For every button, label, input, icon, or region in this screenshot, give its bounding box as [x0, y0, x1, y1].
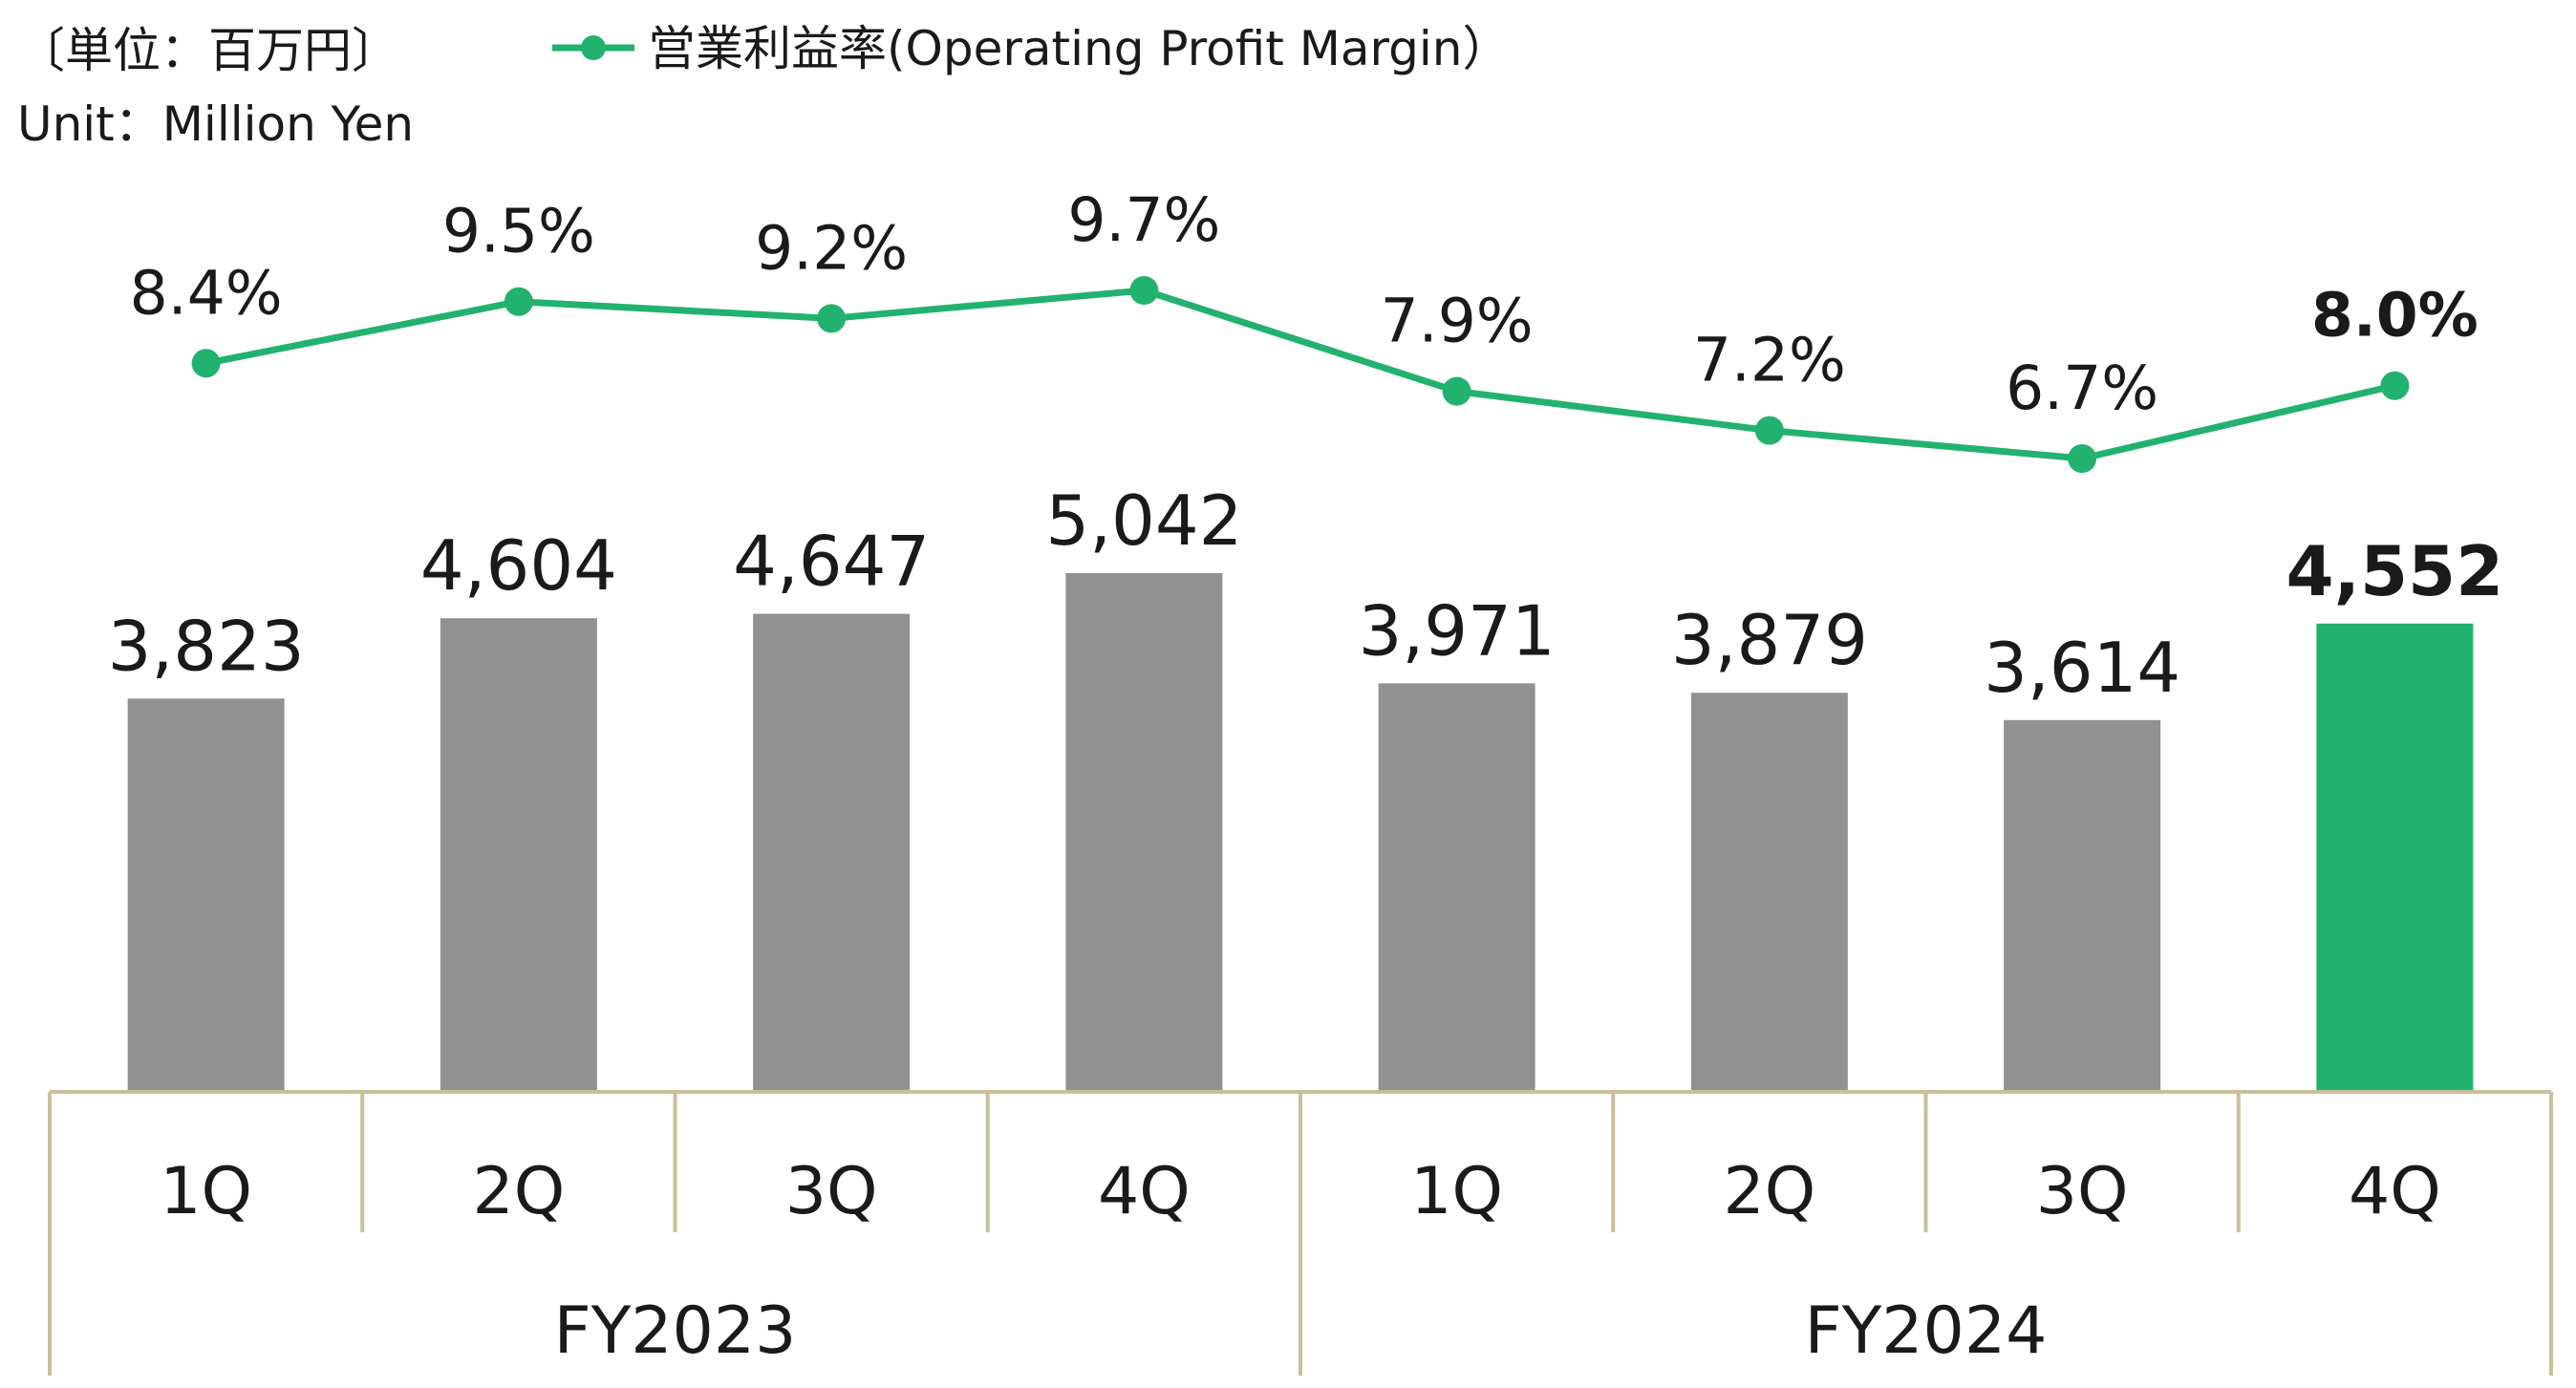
- bar-6: [1690, 693, 1848, 1092]
- margin-value-label-7: 6.7%: [2006, 353, 2158, 423]
- legend-line-label: 営業利益率(Operating Profit Margin）: [648, 21, 1510, 76]
- margin-point-5: [1442, 376, 1471, 406]
- margin-point-7: [2068, 444, 2097, 473]
- group-label-1: FY2023: [554, 1293, 797, 1369]
- margin-point-2: [504, 287, 533, 316]
- category-label-8: 4Q: [2349, 1154, 2441, 1229]
- bar-5: [1378, 683, 1535, 1092]
- category-label-7: 3Q: [2036, 1154, 2129, 1229]
- unit-label-ja: 〔単位：百万円〕: [17, 23, 399, 78]
- margin-point-4: [1129, 276, 1159, 305]
- bar-1: [127, 698, 285, 1092]
- margin-value-label-8: 8.0%: [2311, 281, 2479, 351]
- unit-label-en: Unit：Million Yen: [17, 96, 414, 152]
- margin-value-label-2: 9.5%: [442, 197, 595, 267]
- margin-value-label-4: 9.7%: [1067, 185, 1220, 255]
- bar-value-label-4: 5,042: [1045, 480, 1242, 561]
- margin-value-label-1: 8.4%: [130, 258, 283, 328]
- margin-value-label-5: 7.9%: [1381, 287, 1534, 356]
- bar-3: [753, 613, 911, 1092]
- category-label-4: 4Q: [1098, 1154, 1191, 1229]
- bar-value-label-3: 4,647: [733, 522, 930, 602]
- bar-value-labels: 3,823 4,604 4,647 5,042 3,971 3,879 3,614 4,552: [108, 480, 2504, 708]
- margin-value-label-6: 7.2%: [1693, 326, 1846, 395]
- margin-point-8: [2380, 371, 2410, 400]
- bar-8: [2316, 623, 2474, 1092]
- category-label-3: 3Q: [785, 1154, 878, 1229]
- bar-value-label-2: 4,604: [420, 525, 617, 606]
- legend-marker-swatch: [581, 35, 606, 60]
- margin-point-1: [191, 349, 221, 378]
- margin-value-labels: 8.4% 9.5% 9.2% 9.7% 7.9% 7.2% 6.7% 8.0%: [130, 185, 2479, 423]
- group-label-2: FY2024: [1805, 1293, 2048, 1369]
- margin-point-3: [817, 304, 847, 333]
- bar-value-label-1: 3,823: [108, 606, 305, 686]
- bar-value-label-8: 4,552: [2286, 531, 2504, 611]
- bars: [127, 573, 2474, 1092]
- bar-value-label-6: 3,879: [1671, 600, 1868, 680]
- category-label-1: 1Q: [160, 1154, 252, 1229]
- bar-4: [1065, 573, 1223, 1092]
- bar-2: [440, 618, 597, 1092]
- legend: 営業利益率(Operating Profit Margin）: [552, 21, 1510, 76]
- margin-line-series: [191, 276, 2410, 473]
- category-label-6: 2Q: [1723, 1154, 1815, 1229]
- margin-value-label-3: 9.2%: [755, 213, 908, 283]
- margin-point-6: [1754, 416, 1784, 445]
- category-label-2: 2Q: [472, 1154, 565, 1229]
- margin-line: [204, 287, 2396, 462]
- bar-value-label-7: 3,614: [1984, 628, 2180, 708]
- bar-value-label-5: 3,971: [1359, 590, 1556, 671]
- bar-7: [2004, 719, 2161, 1092]
- category-axis: 1Q 2Q 3Q 4Q 1Q 2Q 3Q 4Q FY2023 FY2024: [48, 1090, 2553, 1376]
- category-label-5: 1Q: [1410, 1154, 1503, 1229]
